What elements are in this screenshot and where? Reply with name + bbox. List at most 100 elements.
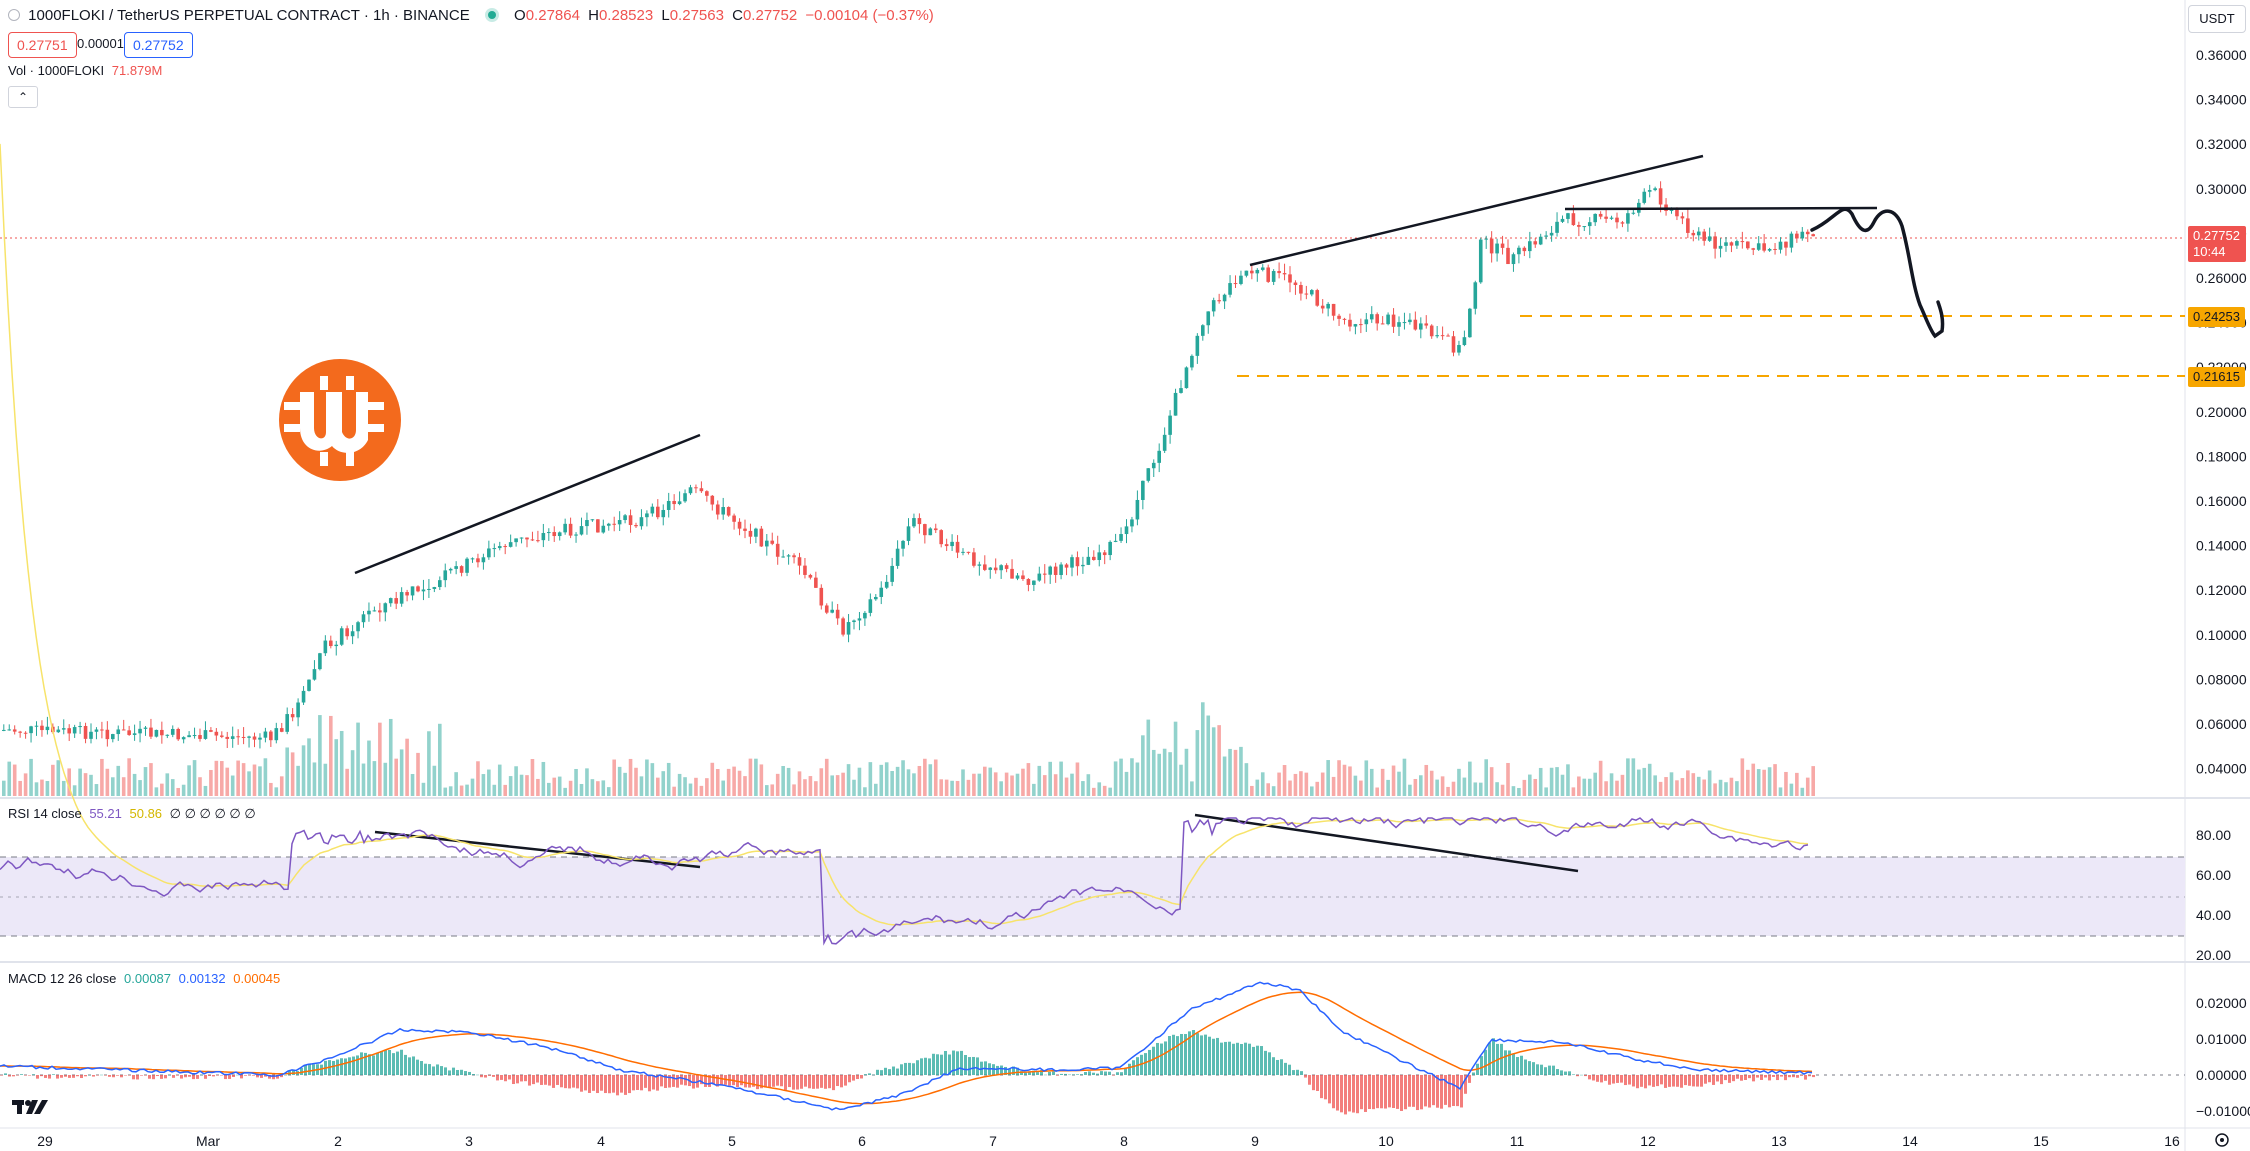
- volume-bar: [290, 752, 295, 796]
- volume-bar: [988, 767, 993, 796]
- candle-body: [999, 565, 1003, 571]
- macd-hist-bar: [600, 1075, 603, 1091]
- macd-hist-bar: [1484, 1049, 1487, 1075]
- macd-hist-bar: [1044, 1074, 1047, 1076]
- volume-bar: [1217, 725, 1221, 796]
- ohlc-close-value: 0.27752: [742, 7, 798, 24]
- macd-hist-bar: [1320, 1075, 1323, 1099]
- candle-body: [143, 727, 148, 729]
- candle-body: [1271, 271, 1276, 282]
- volume-bar: [1168, 752, 1172, 796]
- candle-body: [1544, 235, 1548, 237]
- macd-hist-bar: [568, 1075, 571, 1089]
- volume-bar: [111, 777, 115, 796]
- candle-body: [912, 518, 916, 527]
- trendline-rising-1[interactable]: [354, 433, 701, 575]
- macd-hist-bar: [1012, 1066, 1015, 1075]
- price-axis[interactable]: 0.360000.340000.320000.300000.280000.260…: [2196, 47, 2247, 777]
- tradingview-logo-icon[interactable]: [12, 1100, 48, 1114]
- candle-body: [214, 731, 219, 736]
- candle-body: [1571, 213, 1576, 226]
- macd-hist-bar: [1220, 1042, 1223, 1075]
- projection-sketch[interactable]: [1810, 207, 1945, 339]
- macd-hist-bar: [1520, 1055, 1523, 1075]
- time-axis-label: 15: [2033, 1133, 2049, 1149]
- candle-body: [29, 726, 33, 734]
- sell-price-button[interactable]: 0.27751: [8, 32, 77, 58]
- macd-hist-bar: [848, 1075, 851, 1083]
- rsi-divergence-line-1[interactable]: [374, 830, 701, 869]
- collapse-legend-button[interactable]: ⌃: [8, 86, 38, 108]
- candle-body: [1228, 283, 1232, 295]
- macd-axis-label: 0.01000: [2196, 1031, 2247, 1047]
- candle-body: [1244, 270, 1249, 276]
- macd-hist-bar: [712, 1075, 715, 1085]
- volume-bar: [1620, 774, 1625, 796]
- macd-hist-bar: [1396, 1075, 1399, 1109]
- user-drawings[interactable]: [354, 154, 2185, 873]
- macd-hist-bar: [184, 1075, 187, 1078]
- volume-bar: [590, 779, 595, 796]
- macd-hist-bar: [476, 1074, 479, 1076]
- trendline-rising-2[interactable]: [1249, 154, 1704, 267]
- currency-selector[interactable]: USDT: [2188, 5, 2246, 33]
- macd-axis-label: 0.00000: [2196, 1067, 2247, 1083]
- rsi-line: [0, 817, 1809, 946]
- macd-hist-bar: [1812, 1075, 1815, 1078]
- macd-hist-bar: [1308, 1075, 1311, 1085]
- time-axis[interactable]: 29 Mar 2 3 4 5 6 7 8 9 10 11 12 13 14 15 16: [37, 1133, 2180, 1149]
- macd-hist-bar: [1100, 1071, 1103, 1075]
- candle-body: [1239, 275, 1243, 284]
- candle-body: [830, 609, 834, 613]
- macd-hist-bar: [40, 1075, 43, 1077]
- macd-hist-bar: [784, 1075, 787, 1090]
- volume-bar: [181, 784, 186, 796]
- candle-body: [192, 735, 197, 737]
- macd-hist-bar: [1660, 1075, 1663, 1085]
- macd-hist-bar: [364, 1052, 367, 1075]
- volume-bar: [2, 780, 6, 796]
- candle-body: [950, 541, 954, 547]
- candle-body: [765, 540, 769, 547]
- buy-price-button[interactable]: 0.27752: [124, 32, 193, 58]
- volume-bar: [198, 777, 202, 796]
- macd-hist-bar: [456, 1069, 459, 1075]
- macd-hist-bar: [480, 1075, 483, 1078]
- ohlc-high-value: 0.28523: [598, 7, 654, 24]
- macd-hist-bar: [1688, 1075, 1691, 1086]
- macd-hist-bar: [1500, 1043, 1503, 1075]
- volume-bar: [100, 758, 104, 796]
- macd-hist-bar: [540, 1075, 543, 1085]
- candle-body: [1102, 552, 1107, 556]
- candle-body: [977, 564, 982, 566]
- macd-hist-bar: [248, 1075, 251, 1076]
- candle-body: [1805, 231, 1810, 235]
- volume-bar: [743, 776, 747, 796]
- macd-hist-bar: [1620, 1075, 1623, 1083]
- macd-hist-bar: [1068, 1074, 1071, 1076]
- symbol-title[interactable]: 1000FLOKI / TetherUS PERPETUAL CONTRACT …: [28, 7, 470, 24]
- macd-hist-bar: [1772, 1075, 1775, 1077]
- macd-hist-bar: [432, 1066, 435, 1075]
- candle-body: [1369, 314, 1374, 320]
- gear-icon[interactable]: [2215, 1133, 2229, 1147]
- macd-hist-bar: [952, 1050, 955, 1075]
- candle-body: [1113, 540, 1118, 542]
- macd-hist-bar: [1060, 1073, 1063, 1075]
- volume-bar: [1751, 763, 1756, 796]
- rsi-divergence-line-2[interactable]: [1194, 813, 1579, 873]
- macd-hist-bar: [164, 1075, 167, 1079]
- candle-body: [1500, 243, 1505, 248]
- candle-body: [1778, 241, 1783, 250]
- candle-body: [1255, 269, 1260, 274]
- volume-bar: [1637, 769, 1641, 796]
- horizontal-resistance-line[interactable]: [1564, 206, 1878, 211]
- volume-bar: [1042, 775, 1047, 796]
- macd-hist-bar: [1468, 1075, 1471, 1083]
- macd-hist-bar: [1456, 1075, 1459, 1107]
- macd-hist-bar: [936, 1054, 939, 1075]
- candle-countdown: 10:44: [2193, 244, 2226, 259]
- candle-body: [1604, 216, 1608, 219]
- macd-hist-bar: [1560, 1070, 1563, 1075]
